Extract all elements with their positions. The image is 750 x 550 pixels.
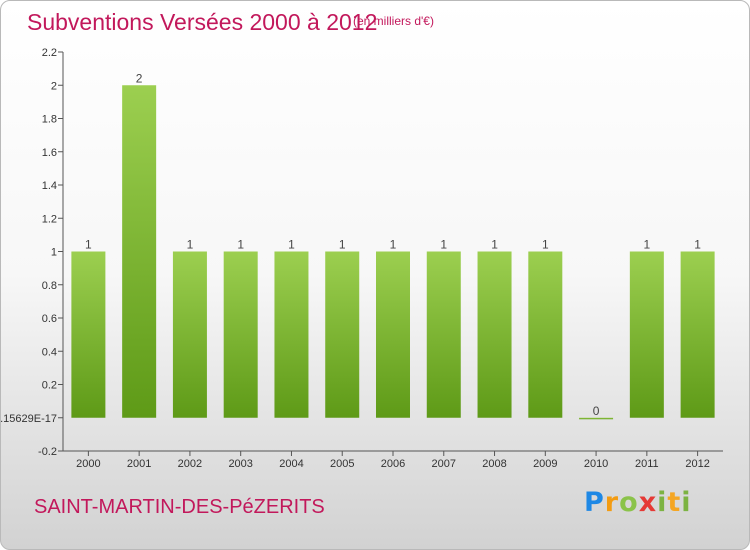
bar [426,251,461,418]
data-label: 1 [390,238,397,252]
data-label: 1 [187,238,194,252]
bar [477,251,512,418]
proxiti-logo[interactable]: Proxiti [584,487,692,518]
data-label: 1 [491,238,498,252]
y-tick-label: 0.6 [42,313,57,325]
axes: -0.2 -1.15629E-17 0.2 0.4 0.6 0.8 1 1.2 1.4 1.6 1.… [1,47,723,470]
bar [680,251,715,418]
chart-title: Subventions Versées 2000 à 2012 [27,9,378,35]
data-label: 1 [237,238,244,252]
data-label: 1 [85,238,92,252]
x-tick-label: 2004 [279,458,303,470]
y-tick-label: 1.4 [42,180,57,192]
data-label: 1 [288,238,295,252]
bar [629,251,664,418]
logo-letter-r: r [604,487,620,518]
data-label: 2 [136,71,143,85]
y-tick-label: -1.15629E-17 [1,413,57,425]
x-tick-label: 2009 [533,458,557,470]
bar [172,251,207,418]
commune-name: SAINT-MARTIN-DES-PéZERITS [34,496,325,518]
x-tick-label: 2008 [482,458,506,470]
data-label: 1 [542,238,549,252]
y-tick-label: 1.8 [42,114,57,126]
x-tick-label: 2012 [685,458,709,470]
y-tick-label: 1.6 [42,147,57,159]
y-tick-label: 0.2 [42,380,57,392]
bars [71,85,715,420]
data-label: 0 [593,404,600,418]
data-label: 1 [694,238,701,252]
y-tick-label: 1.2 [42,213,57,225]
logo-letter-i2: i [681,487,692,518]
bar [223,251,258,418]
y-tick-label: 2 [51,80,57,92]
y-tick-label: 0.8 [42,280,57,292]
x-tick-label: 2007 [432,458,456,470]
x-tick-label: 2006 [381,458,405,470]
bar [122,85,157,418]
x-tick-label: 2002 [178,458,202,470]
unit-note: (en milliers d'€) [353,14,434,28]
bar [274,251,309,418]
data-label: 1 [339,238,346,252]
logo-letter-p: P [584,487,605,518]
logo-letter-o: o [619,487,639,518]
y-tick-label: 0.4 [42,346,57,358]
logo-letter-t: t [667,487,682,518]
bar [71,251,106,418]
x-tick-label: 2010 [584,458,608,470]
data-label: 1 [644,238,651,252]
bar [528,251,563,418]
y-tick-label: 1 [51,247,57,259]
logo-letter-x: x [638,487,658,518]
bar [325,251,360,418]
x-tick-label: 2003 [228,458,252,470]
x-tick-label: 2005 [330,458,354,470]
y-tick-label: -0.2 [38,446,57,458]
x-tick-label: 2000 [76,458,100,470]
bar [376,251,410,418]
bar [579,417,614,420]
x-tick-label: 2011 [635,458,659,470]
labels: 1 2 1 1 1 1 1 1 1 1 0 1 1 [85,71,701,418]
y-tick-label: 2.2 [42,47,57,59]
x-tick-label: 2001 [127,458,151,470]
data-label: 1 [440,238,447,252]
logo-letter-i: i [657,487,668,518]
